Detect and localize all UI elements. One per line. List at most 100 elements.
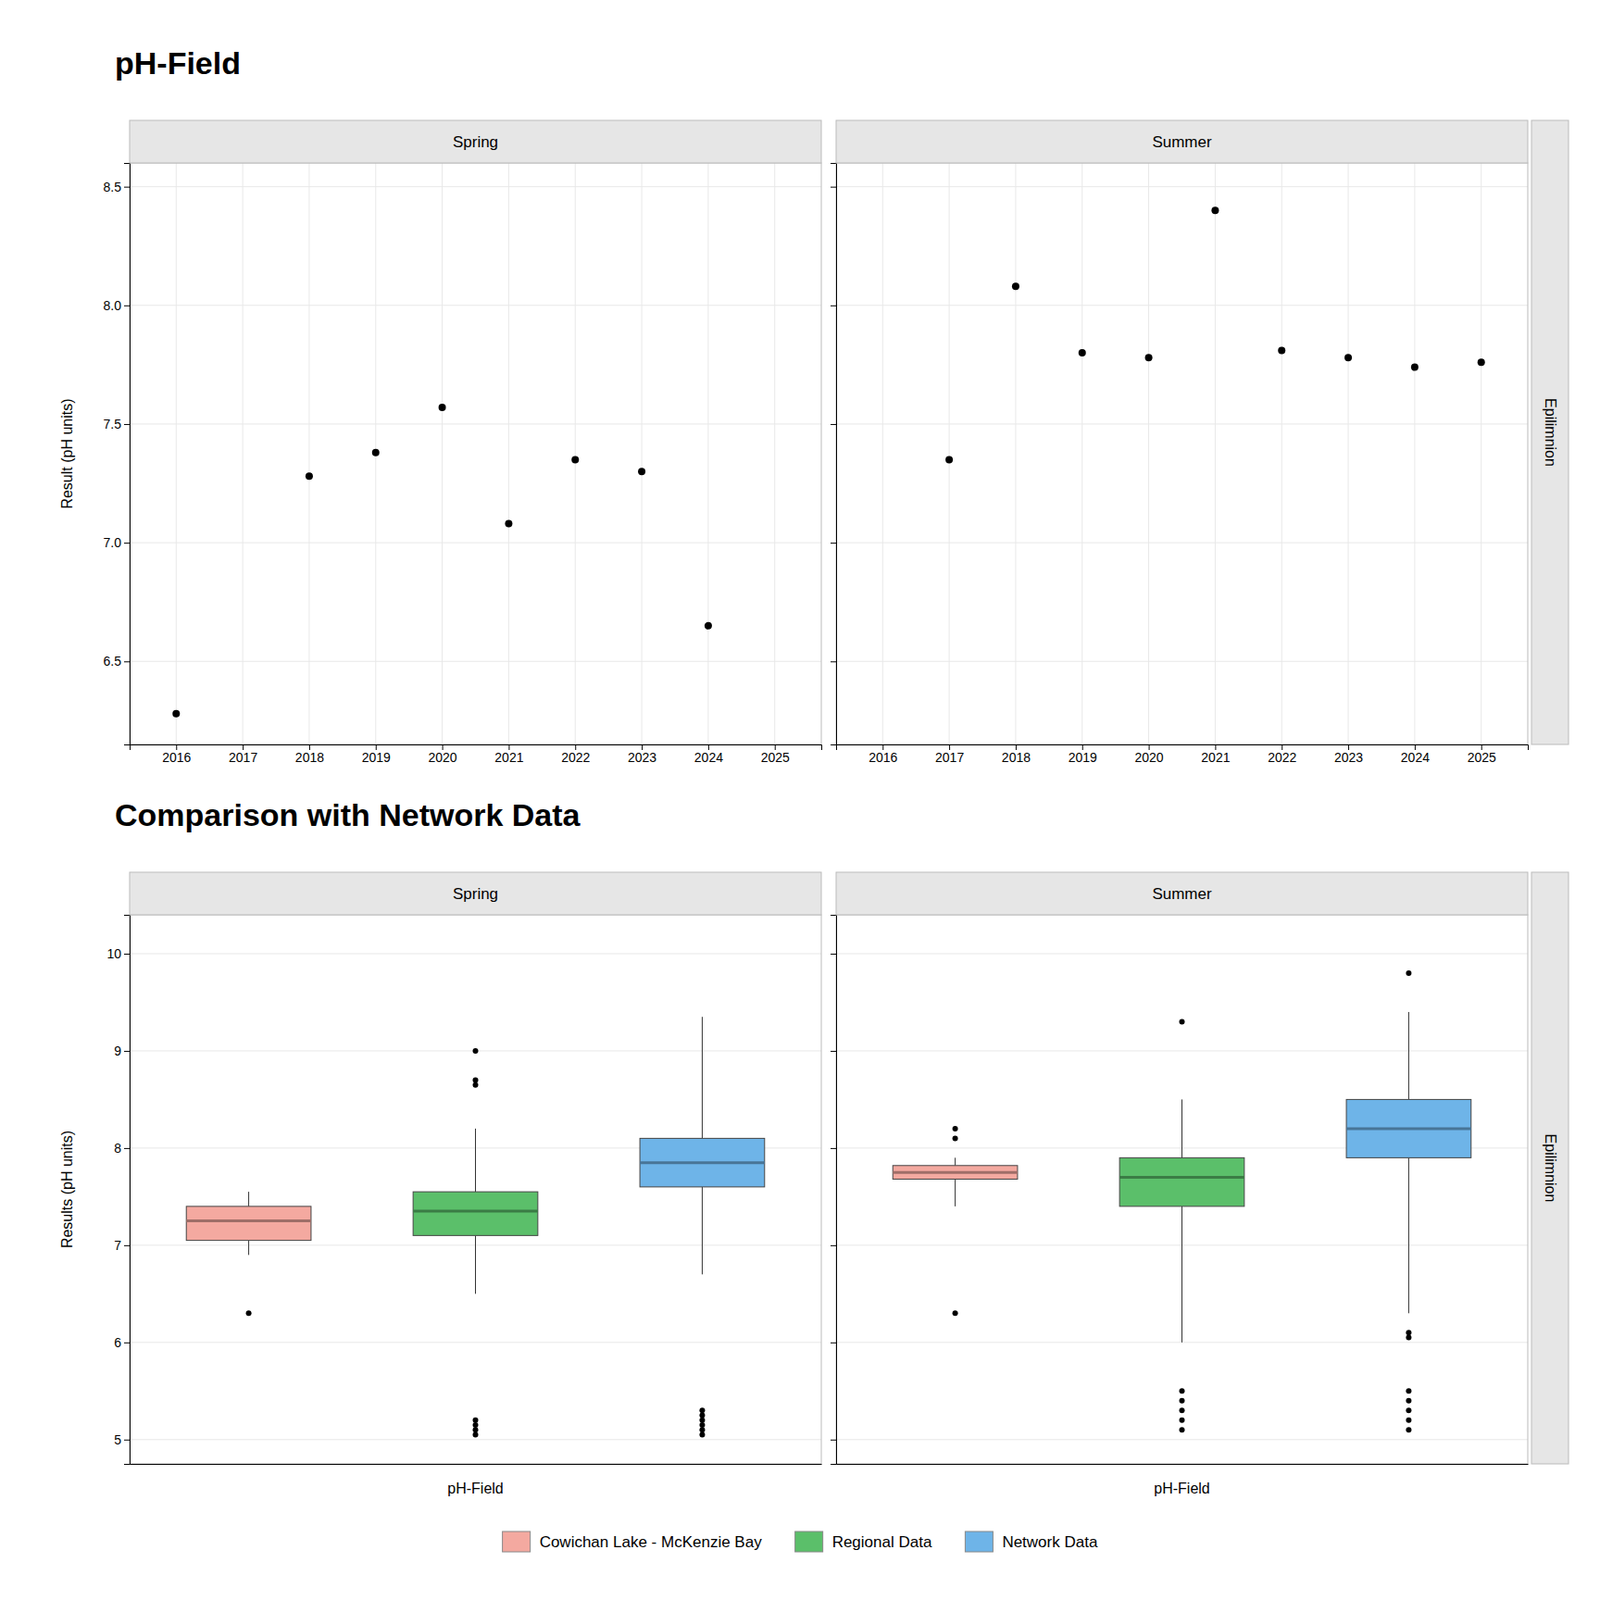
tick: 8: [113, 1140, 130, 1156]
legend-item: Network Data: [964, 1531, 1099, 1552]
grid-line: [129, 186, 822, 188]
outlier: [1405, 1407, 1412, 1413]
tick-mark: [124, 424, 130, 425]
tick-mark: [830, 305, 837, 307]
tick-label: 2017: [935, 750, 964, 765]
whisker: [701, 1187, 703, 1275]
x-axis-label: pH-Field: [447, 1480, 503, 1497]
box: [1119, 1018, 1245, 1433]
tick: 9: [113, 1043, 130, 1059]
outlier: [1179, 1407, 1186, 1413]
grid-line: [836, 1050, 1528, 1051]
tick: [830, 661, 837, 663]
marks: [172, 403, 713, 718]
axis: [830, 163, 838, 746]
tick-label: 8.5: [103, 179, 123, 195]
tick-mark: [124, 1245, 130, 1247]
grid-line: [949, 162, 950, 745]
outlier: [699, 1407, 705, 1413]
panel: pH-Field: [830, 914, 1529, 1497]
outlier: [952, 1125, 959, 1132]
strip: [836, 872, 1528, 915]
tick-mark: [124, 305, 130, 307]
plot-frame: [129, 162, 822, 745]
tick-label: 2016: [868, 750, 898, 765]
grid-line: [641, 162, 643, 745]
whisker: [1408, 1157, 1410, 1313]
tick: 7.0: [103, 535, 130, 550]
grid: [129, 162, 822, 745]
point: [172, 710, 180, 718]
tick-label: 2022: [1267, 750, 1297, 765]
grid-line: [1081, 162, 1083, 745]
tick: 2023: [1334, 744, 1363, 765]
median: [412, 1210, 538, 1213]
tick: 2020: [1135, 744, 1164, 765]
tick: 8.5: [103, 179, 130, 195]
axis: 2016201720182019202020212022202320242025: [837, 744, 1529, 765]
box-body: [1346, 1099, 1472, 1158]
outlier: [473, 1076, 479, 1083]
legend-item: Cowichan Lake - McKenzie Bay: [502, 1531, 763, 1552]
tick-mark: [124, 1342, 130, 1344]
axis: 5678910: [106, 915, 130, 1465]
tick-label: 8.0: [103, 298, 123, 313]
legend-item: Regional Data: [795, 1531, 933, 1552]
median: [639, 1161, 765, 1164]
whisker: [248, 1240, 250, 1256]
tick: 2021: [494, 744, 524, 765]
plot-frame: [836, 914, 1528, 1464]
box: [186, 1191, 312, 1316]
grid-line: [836, 304, 1528, 306]
point: [372, 449, 380, 457]
tick-label: 7.0: [103, 535, 123, 550]
tick: [830, 1342, 837, 1344]
tick: 2025: [761, 744, 790, 765]
marks: [186, 1016, 765, 1438]
box: [1346, 970, 1472, 1433]
outlier: [473, 1048, 479, 1054]
outlier: [1405, 1398, 1412, 1404]
strip: [836, 120, 1528, 163]
grid-line: [836, 186, 1528, 188]
tick-label: 2018: [1001, 750, 1031, 765]
strip-label: Summer: [1151, 885, 1213, 903]
axis-line: [130, 1463, 823, 1465]
whisker: [701, 1016, 703, 1138]
tick-mark: [124, 1148, 130, 1150]
title: pH-Field: [114, 45, 241, 81]
outlier: [1405, 1335, 1412, 1341]
tick-label: 8: [113, 1140, 122, 1156]
grid-line: [836, 423, 1528, 425]
grid-line: [508, 162, 510, 745]
point: [704, 622, 713, 630]
grid-line: [575, 162, 576, 745]
panel: 6.57.07.58.08.52016201720182019202020212…: [59, 162, 823, 765]
box-body: [412, 1191, 538, 1236]
tick-label: 2023: [1334, 750, 1363, 765]
grid-line: [836, 542, 1528, 544]
legend: Cowichan Lake - McKenzie Bay Regional Dat…: [502, 1531, 1099, 1552]
outlier: [699, 1432, 705, 1438]
whisker: [475, 1235, 476, 1294]
axis-line: [124, 163, 131, 746]
outlier: [1405, 1329, 1412, 1336]
title: Comparison with Network Data: [114, 797, 582, 833]
grid-line: [308, 162, 310, 745]
tick: 6: [113, 1335, 130, 1350]
grid-line: [129, 952, 822, 954]
tick-mark: [830, 1439, 837, 1441]
axis: 6.57.07.58.08.5: [103, 163, 131, 746]
grid-line: [1214, 162, 1216, 745]
tick-label: 6.5: [103, 653, 123, 669]
grid-line: [129, 423, 822, 425]
outlier: [1179, 1398, 1186, 1404]
tick-label: 7: [113, 1237, 122, 1253]
tick-label: 2020: [428, 750, 458, 765]
tick-mark: [830, 424, 837, 425]
tick: 2024: [1400, 744, 1430, 765]
point: [305, 472, 313, 480]
tick: [830, 424, 837, 425]
tick: 8.0: [103, 298, 130, 313]
tick: 2019: [1068, 744, 1098, 765]
